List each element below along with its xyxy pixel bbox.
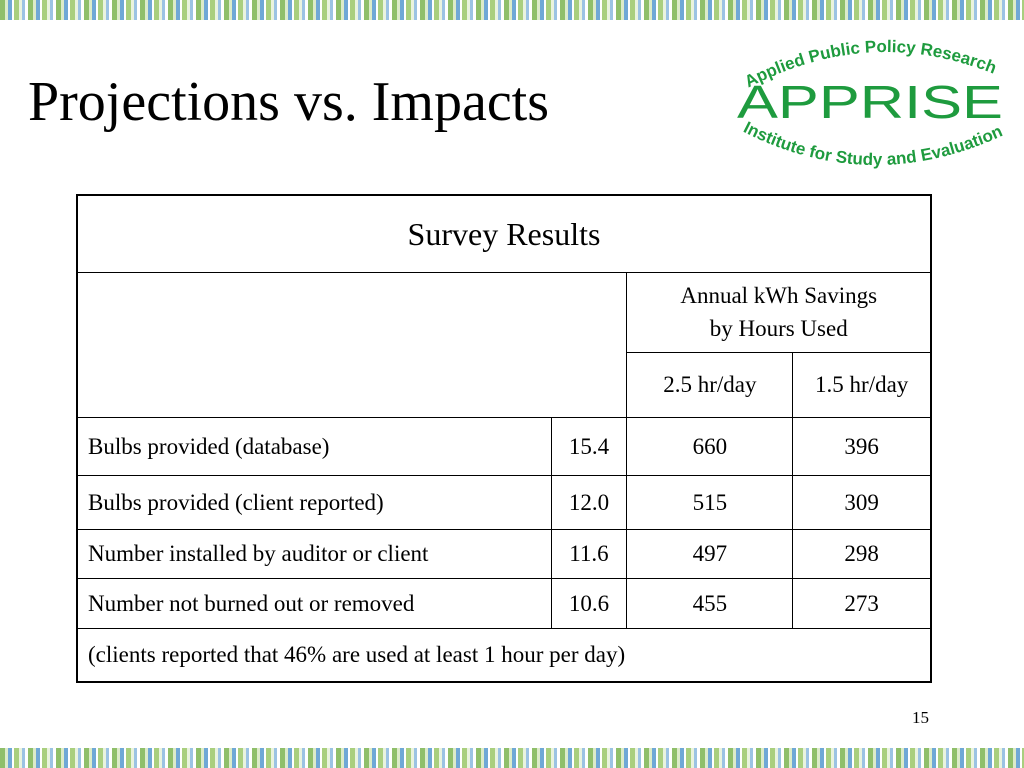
row-count: 10.6 <box>550 578 628 629</box>
table-row: Number not burned out or removed 10.6 45… <box>76 578 932 629</box>
row-kwh-1-5: 298 <box>792 529 932 579</box>
table-footnote: (clients reported that 46% are used at l… <box>76 628 932 683</box>
row-kwh-1-5: 273 <box>792 578 932 629</box>
row-label: Number installed by auditor or client <box>76 529 552 579</box>
table-row: Number installed by auditor or client 11… <box>76 529 932 579</box>
table-row: Bulbs provided (client reported) 12.0 51… <box>76 475 932 530</box>
row-label: Number not burned out or removed <box>76 578 552 629</box>
group-header: Annual kWh Savings by Hours Used <box>626 272 932 353</box>
row-count: 12.0 <box>550 475 628 530</box>
decorative-top-band <box>0 0 1024 20</box>
header-blank-cell <box>76 272 628 418</box>
subheader-1-5-hr: 1.5 hr/day <box>792 351 932 419</box>
row-kwh-1-5: 309 <box>792 475 932 530</box>
apprise-logo: Applied Public Policy Research APPRISE I… <box>737 37 1005 169</box>
survey-results-table: Survey Results Annual kWh Savings by Hou… <box>76 194 932 683</box>
table-row: Bulbs provided (database) 15.4 660 396 <box>76 417 932 476</box>
row-kwh-2-5: 515 <box>626 475 794 530</box>
row-kwh-1-5: 396 <box>792 417 932 476</box>
row-kwh-2-5: 660 <box>626 417 794 476</box>
logo-main-text: APPRISE <box>737 76 1003 128</box>
page-number: 15 <box>912 708 929 727</box>
group-header-line-1: Annual kWh Savings <box>680 283 878 309</box>
row-kwh-2-5: 497 <box>626 529 794 579</box>
table-caption: Survey Results <box>76 194 932 273</box>
row-label: Bulbs provided (client reported) <box>76 475 552 530</box>
row-count: 11.6 <box>550 529 628 579</box>
subheader-2-5-hr: 2.5 hr/day <box>626 351 794 419</box>
row-kwh-2-5: 455 <box>626 578 794 629</box>
decorative-bottom-band <box>0 748 1024 768</box>
row-count: 15.4 <box>550 417 628 476</box>
slide-title: Projections vs. Impacts <box>28 71 550 133</box>
group-header-line-2: by Hours Used <box>709 316 848 342</box>
row-label: Bulbs provided (database) <box>76 417 552 476</box>
